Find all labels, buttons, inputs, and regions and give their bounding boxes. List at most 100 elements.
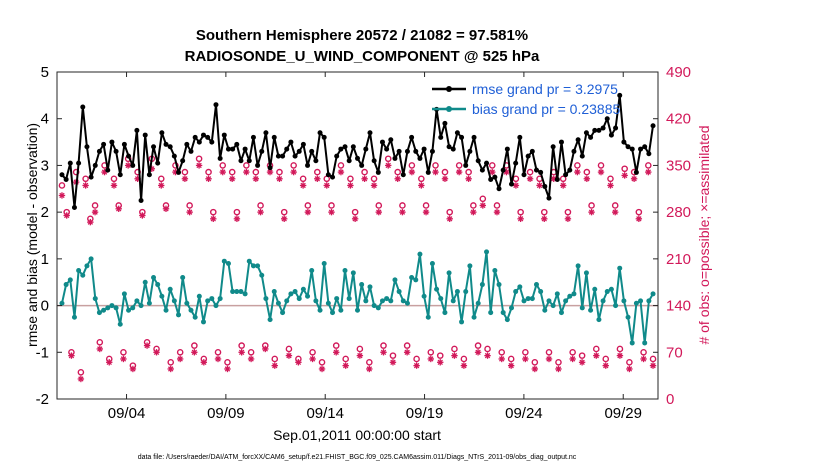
obs-possible-point <box>224 358 231 366</box>
bias-point <box>355 307 360 313</box>
rmse-point <box>513 160 519 166</box>
rmse-point <box>367 130 373 136</box>
rmse-point <box>67 160 73 166</box>
bias-point <box>359 282 365 288</box>
obs-assimilated-point <box>531 365 539 373</box>
rmse-point <box>400 172 406 178</box>
obs-possible-point <box>276 168 283 176</box>
bias-point <box>413 277 419 283</box>
bias-point <box>76 268 82 274</box>
obs-possible-point <box>299 175 307 183</box>
bias-point <box>617 265 623 271</box>
rmse-point <box>421 146 427 152</box>
obs-assimilated-point <box>370 182 378 189</box>
obs-possible-point <box>96 338 104 346</box>
obs-assimilated-point <box>541 215 548 223</box>
bias-point <box>492 268 498 274</box>
bias-point <box>63 282 69 288</box>
bias-point <box>225 261 231 267</box>
bias-point <box>409 275 415 281</box>
rmse-point <box>109 139 115 145</box>
obs-assimilated-point <box>195 162 203 169</box>
bias-point <box>350 270 356 276</box>
bias-point <box>504 317 510 323</box>
obs-possible-point <box>479 195 487 203</box>
obs-assimilated-point <box>304 208 312 216</box>
obs-possible-point <box>451 345 458 353</box>
y-right-tick-label: 420 <box>666 111 691 128</box>
obs-assimilated-point <box>91 208 99 216</box>
rmse-point <box>583 130 589 136</box>
obs-assimilated-point <box>645 168 652 176</box>
bias-point <box>450 298 456 304</box>
bias-point <box>538 289 544 295</box>
bias-point <box>325 300 331 306</box>
rmse-point <box>238 158 244 164</box>
rmse-point <box>76 160 82 166</box>
rmse-point <box>629 146 635 152</box>
obs-assimilated-point <box>455 168 463 176</box>
bias-point <box>517 284 523 290</box>
rmse-point <box>542 183 548 189</box>
obs-possible-point <box>592 345 600 353</box>
obs-assimilated-point <box>522 355 529 363</box>
bias-point <box>300 286 306 292</box>
bias-point <box>113 305 119 311</box>
obs-possible-point <box>616 345 624 353</box>
obs-assimilated-point <box>214 355 222 363</box>
obs-assimilated-point <box>342 362 349 369</box>
x-tick-label: 09/04 <box>108 405 146 422</box>
obs-assimilated-point <box>158 182 165 189</box>
rmse-point <box>184 141 190 147</box>
bias-point <box>180 275 186 281</box>
obs-possible-point <box>375 202 383 209</box>
obs-possible-point <box>280 208 288 216</box>
bias-point <box>550 303 556 309</box>
bias-point <box>642 340 648 346</box>
bias-point <box>509 305 515 311</box>
obs-assimilated-point <box>281 215 288 223</box>
bias-point <box>155 282 161 288</box>
rmse-point <box>217 155 223 161</box>
obs-assimilated-point <box>446 215 453 223</box>
obs-possible-point <box>370 175 378 183</box>
y-right-tick-label: 140 <box>666 298 691 315</box>
obs-assimilated-point <box>413 362 420 369</box>
obs-assimilated-point <box>106 359 113 366</box>
bias-point <box>196 293 202 299</box>
bias-point <box>230 289 236 295</box>
obs-possible-point <box>380 342 387 349</box>
obs-assimilated-point <box>252 175 260 182</box>
obs-assimilated-point <box>262 345 269 353</box>
obs-possible-point <box>512 175 520 183</box>
bias-point <box>650 291 656 297</box>
obs-possible-point <box>337 162 345 169</box>
bias-point <box>338 307 344 313</box>
obs-possible-point <box>559 175 567 183</box>
obs-possible-point <box>399 202 406 209</box>
obs-assimilated-point <box>333 349 340 356</box>
obs-possible-point <box>460 355 468 363</box>
obs-assimilated-point <box>507 362 515 369</box>
bias-point <box>317 307 323 313</box>
rmse-point <box>250 134 256 140</box>
obs-assimilated-point <box>162 205 170 213</box>
bias-point <box>259 272 265 278</box>
obs-possible-point <box>621 165 628 173</box>
bias-point <box>188 307 194 313</box>
bias-series-line <box>61 250 654 344</box>
bias-point <box>592 286 598 292</box>
obs-assimilated-point <box>512 182 520 189</box>
bias-point <box>163 307 169 313</box>
bias-point <box>263 296 269 302</box>
rmse-point <box>600 125 606 131</box>
bias-point <box>117 321 123 327</box>
obs-possible-point <box>356 345 364 353</box>
rmse-point <box>138 197 144 203</box>
bias-point <box>621 298 627 304</box>
obs-possible-point <box>578 352 586 359</box>
obs-assimilated-point <box>228 175 236 182</box>
rmse-point <box>176 169 182 175</box>
obs-possible-point <box>195 155 203 163</box>
rmse-point <box>242 146 248 152</box>
